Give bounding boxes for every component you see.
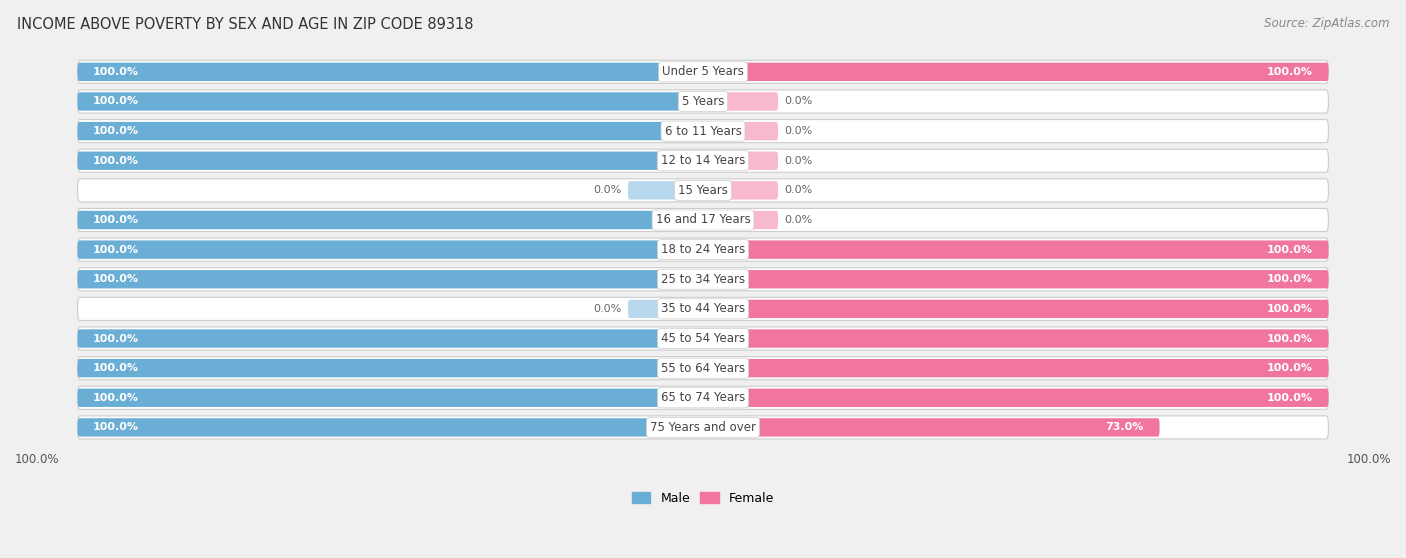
Text: 100.0%: 100.0%	[1267, 393, 1313, 403]
FancyBboxPatch shape	[77, 238, 1329, 261]
FancyBboxPatch shape	[703, 359, 1329, 377]
FancyBboxPatch shape	[77, 416, 1329, 439]
Text: 100.0%: 100.0%	[1267, 244, 1313, 254]
Text: 15 Years: 15 Years	[678, 184, 728, 197]
Text: 0.0%: 0.0%	[785, 97, 813, 107]
Text: 100.0%: 100.0%	[93, 126, 139, 136]
Text: 12 to 14 Years: 12 to 14 Years	[661, 154, 745, 167]
FancyBboxPatch shape	[77, 119, 1329, 143]
FancyBboxPatch shape	[77, 357, 1329, 379]
FancyBboxPatch shape	[703, 240, 1329, 259]
Text: 25 to 34 Years: 25 to 34 Years	[661, 273, 745, 286]
FancyBboxPatch shape	[703, 181, 778, 200]
Text: 100.0%: 100.0%	[1267, 304, 1313, 314]
FancyBboxPatch shape	[77, 90, 1329, 113]
FancyBboxPatch shape	[703, 62, 1329, 81]
FancyBboxPatch shape	[703, 270, 1329, 288]
Text: 0.0%: 0.0%	[785, 215, 813, 225]
Text: 0.0%: 0.0%	[593, 304, 621, 314]
Text: 0.0%: 0.0%	[785, 156, 813, 166]
Text: 45 to 54 Years: 45 to 54 Years	[661, 332, 745, 345]
FancyBboxPatch shape	[77, 270, 703, 288]
FancyBboxPatch shape	[77, 211, 703, 229]
FancyBboxPatch shape	[77, 179, 1329, 202]
Text: 100.0%: 100.0%	[93, 97, 139, 107]
Text: 100.0%: 100.0%	[1347, 453, 1391, 465]
FancyBboxPatch shape	[703, 122, 778, 140]
Text: 100.0%: 100.0%	[93, 156, 139, 166]
Text: 65 to 74 Years: 65 to 74 Years	[661, 391, 745, 405]
FancyBboxPatch shape	[77, 209, 1329, 232]
FancyBboxPatch shape	[77, 240, 703, 259]
Text: 6 to 11 Years: 6 to 11 Years	[665, 124, 741, 138]
Text: 55 to 64 Years: 55 to 64 Years	[661, 362, 745, 374]
Text: 73.0%: 73.0%	[1105, 422, 1144, 432]
FancyBboxPatch shape	[77, 122, 703, 140]
FancyBboxPatch shape	[77, 268, 1329, 291]
FancyBboxPatch shape	[77, 297, 1329, 320]
FancyBboxPatch shape	[77, 60, 1329, 83]
Text: INCOME ABOVE POVERTY BY SEX AND AGE IN ZIP CODE 89318: INCOME ABOVE POVERTY BY SEX AND AGE IN Z…	[17, 17, 474, 32]
Text: 100.0%: 100.0%	[93, 334, 139, 344]
Text: 100.0%: 100.0%	[93, 215, 139, 225]
Text: 0.0%: 0.0%	[785, 185, 813, 195]
Text: 18 to 24 Years: 18 to 24 Years	[661, 243, 745, 256]
Text: 100.0%: 100.0%	[93, 275, 139, 284]
FancyBboxPatch shape	[77, 418, 703, 436]
Text: 35 to 44 Years: 35 to 44 Years	[661, 302, 745, 315]
Text: 100.0%: 100.0%	[93, 67, 139, 77]
Text: 5 Years: 5 Years	[682, 95, 724, 108]
Text: 100.0%: 100.0%	[15, 453, 59, 465]
FancyBboxPatch shape	[703, 92, 778, 110]
FancyBboxPatch shape	[628, 300, 703, 318]
Text: Source: ZipAtlas.com: Source: ZipAtlas.com	[1264, 17, 1389, 30]
FancyBboxPatch shape	[77, 62, 703, 81]
FancyBboxPatch shape	[703, 388, 1329, 407]
Text: 100.0%: 100.0%	[93, 422, 139, 432]
Text: 100.0%: 100.0%	[1267, 275, 1313, 284]
Text: 16 and 17 Years: 16 and 17 Years	[655, 214, 751, 227]
Text: 100.0%: 100.0%	[93, 393, 139, 403]
Text: 75 Years and over: 75 Years and over	[650, 421, 756, 434]
Text: 100.0%: 100.0%	[1267, 334, 1313, 344]
Text: Under 5 Years: Under 5 Years	[662, 65, 744, 78]
FancyBboxPatch shape	[703, 329, 1329, 348]
FancyBboxPatch shape	[77, 386, 1329, 410]
FancyBboxPatch shape	[703, 300, 1329, 318]
Text: 100.0%: 100.0%	[93, 363, 139, 373]
FancyBboxPatch shape	[77, 388, 703, 407]
FancyBboxPatch shape	[77, 92, 703, 110]
Text: 0.0%: 0.0%	[785, 126, 813, 136]
FancyBboxPatch shape	[703, 152, 778, 170]
Text: 100.0%: 100.0%	[1267, 363, 1313, 373]
FancyBboxPatch shape	[77, 327, 1329, 350]
FancyBboxPatch shape	[628, 181, 703, 200]
Text: 100.0%: 100.0%	[1267, 67, 1313, 77]
Legend: Male, Female: Male, Female	[627, 487, 779, 510]
Text: 0.0%: 0.0%	[593, 185, 621, 195]
FancyBboxPatch shape	[77, 152, 703, 170]
FancyBboxPatch shape	[703, 211, 778, 229]
FancyBboxPatch shape	[703, 418, 1160, 436]
FancyBboxPatch shape	[77, 329, 703, 348]
FancyBboxPatch shape	[77, 359, 703, 377]
FancyBboxPatch shape	[77, 149, 1329, 172]
Text: 100.0%: 100.0%	[93, 244, 139, 254]
